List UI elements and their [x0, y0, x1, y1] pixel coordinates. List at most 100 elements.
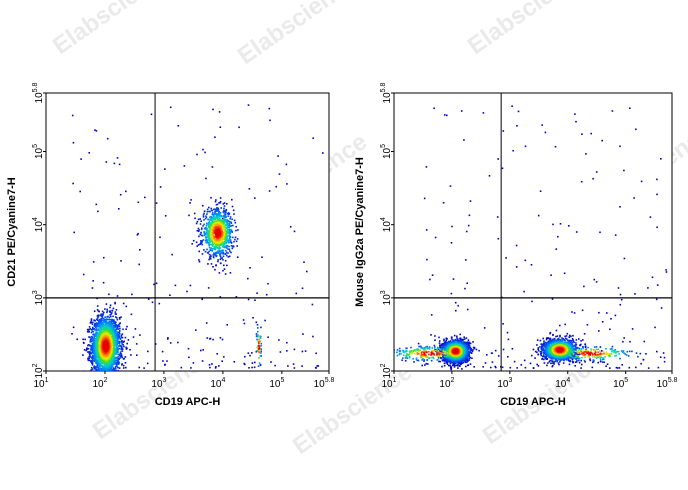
event-dot	[469, 356, 472, 359]
event-dot	[216, 243, 219, 246]
event-dot	[231, 245, 234, 248]
event-dot	[438, 349, 440, 351]
event-dot	[111, 320, 113, 322]
event-dot	[126, 342, 128, 345]
event-dot	[203, 231, 205, 233]
event-dot	[413, 361, 415, 363]
event-dot	[211, 240, 213, 242]
event-dot	[93, 310, 96, 312]
event-dot	[539, 339, 542, 342]
event-dot	[553, 339, 555, 342]
event-dot	[410, 346, 412, 349]
event-dot	[458, 339, 460, 342]
event-dot	[220, 262, 222, 264]
event-dot	[209, 234, 211, 237]
event-dot	[202, 204, 204, 207]
event-dot	[209, 237, 212, 239]
event-dot	[578, 347, 581, 350]
event-dot	[100, 320, 103, 323]
event-dot	[543, 358, 545, 361]
plot-panel-right: 101 102 103 104 105 105.8102103104105105.8CD1…	[354, 82, 678, 408]
event-dot	[92, 347, 95, 349]
event-dot	[98, 358, 100, 361]
event-dot	[117, 351, 119, 354]
event-dot	[467, 345, 469, 348]
event-dot	[101, 319, 104, 322]
event-dot	[215, 366, 217, 368]
event-dot	[229, 236, 231, 239]
event-dot	[106, 362, 108, 364]
event-dot	[93, 349, 96, 351]
event-dot	[537, 347, 540, 349]
event-dot	[122, 341, 124, 343]
event-dot	[647, 287, 649, 289]
event-dot	[106, 310, 109, 312]
event-dot	[119, 330, 121, 332]
event-dot	[124, 356, 127, 358]
event-dot	[501, 167, 504, 170]
event-dot	[534, 350, 537, 353]
event-dot	[164, 215, 167, 217]
event-dot	[230, 230, 232, 233]
event-dot	[557, 362, 560, 364]
event-dot	[120, 354, 123, 356]
event-dot	[445, 362, 448, 364]
event-dot	[231, 230, 233, 233]
event-dot	[654, 326, 656, 329]
event-dot	[116, 341, 118, 343]
event-dot	[105, 327, 107, 329]
event-dot	[497, 237, 500, 240]
event-dot	[100, 374, 102, 376]
event-dot	[218, 214, 220, 216]
event-dot	[102, 323, 105, 326]
event-dot	[529, 362, 532, 365]
event-dot	[548, 360, 551, 363]
event-dot	[259, 349, 261, 352]
event-dot	[205, 236, 207, 239]
event-dot	[218, 244, 221, 246]
event-dot	[219, 250, 221, 252]
event-dot	[655, 298, 658, 301]
event-dot	[578, 361, 581, 364]
event-dot	[82, 273, 85, 276]
event-dot	[209, 258, 212, 260]
event-dot	[94, 323, 96, 325]
event-dot	[575, 342, 577, 344]
event-dot	[228, 255, 231, 258]
y-tick-label: 104	[32, 217, 45, 232]
event-dot	[92, 326, 94, 329]
event-dot	[110, 313, 112, 315]
event-dot	[663, 356, 666, 359]
event-dot	[553, 338, 556, 341]
event-dot	[190, 199, 192, 201]
event-dot	[94, 337, 96, 340]
event-dot	[217, 236, 220, 238]
event-dot	[211, 209, 213, 212]
event-dot	[105, 303, 108, 305]
event-dot	[287, 365, 289, 367]
event-dot	[118, 344, 121, 347]
event-dot	[555, 335, 557, 338]
event-dot	[199, 218, 202, 220]
event-dot	[112, 372, 114, 374]
event-dot	[90, 366, 93, 369]
event-dot	[174, 284, 177, 287]
event-dot	[606, 312, 608, 314]
event-dot	[468, 355, 471, 357]
event-dot	[118, 345, 120, 347]
event-dot	[235, 225, 237, 228]
event-dot	[640, 180, 643, 183]
event-dot	[460, 110, 463, 112]
event-dot	[552, 223, 554, 226]
event-dot	[216, 353, 218, 355]
event-dot	[115, 381, 117, 383]
event-dot	[96, 305, 99, 307]
event-dot	[444, 114, 446, 116]
event-dot	[115, 316, 117, 318]
event-dot	[113, 347, 115, 349]
event-dot	[468, 346, 470, 348]
event-dot	[79, 190, 81, 193]
event-dot	[439, 345, 442, 347]
event-dot	[98, 331, 100, 334]
